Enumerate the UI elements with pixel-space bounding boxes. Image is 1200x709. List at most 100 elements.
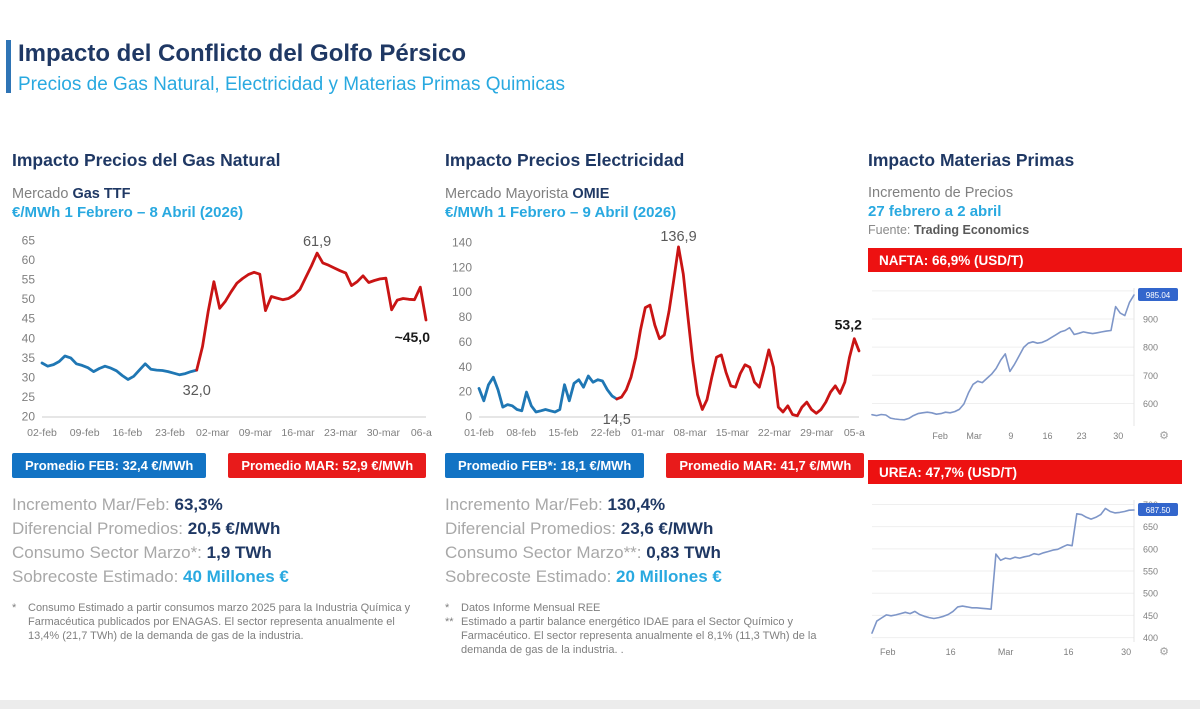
gas-market-prefix: Mercado [12, 186, 73, 202]
commodities-panel: Impacto Materias Primas Incremento de Pr… [868, 150, 1182, 662]
elec-stat-overcost: Sobrecoste Estimado: 20 Millones € [445, 567, 722, 587]
svg-text:30-mar: 30-mar [367, 427, 401, 439]
svg-text:~45,0: ~45,0 [395, 329, 431, 345]
svg-text:45: 45 [22, 312, 36, 326]
mats-subtitle: Incremento de Precios [868, 185, 1014, 201]
nafta-banner: NAFTA: 66,9% (USD/T) [868, 248, 1182, 272]
svg-text:09-feb: 09-feb [70, 427, 100, 439]
svg-text:16: 16 [1063, 647, 1073, 657]
svg-text:20: 20 [22, 410, 36, 424]
svg-text:20: 20 [459, 385, 473, 399]
svg-text:30: 30 [22, 370, 36, 384]
elec-badges: Promedio FEB*: 18,1 €/MWh Promedio MAR: … [445, 453, 867, 478]
svg-text:0: 0 [465, 410, 472, 424]
gas-stat-differential: Diferencial Promedios: 20,5 €/MWh [12, 519, 281, 539]
svg-text:700: 700 [1143, 371, 1158, 381]
svg-text:15-mar: 15-mar [716, 427, 750, 439]
svg-text:80: 80 [459, 310, 473, 324]
svg-text:30: 30 [1121, 647, 1131, 657]
svg-text:40: 40 [459, 360, 473, 374]
gas-badges: Promedio FEB: 32,4 €/MWh Promedio MAR: 5… [12, 453, 434, 478]
svg-text:05-abr: 05-abr [844, 427, 865, 439]
svg-text:Feb: Feb [880, 647, 896, 657]
bottom-strip [0, 700, 1200, 709]
svg-text:35: 35 [22, 351, 36, 365]
gas-section-title: Impacto Precios del Gas Natural [12, 150, 281, 170]
title-accent-bar [6, 40, 11, 93]
gas-feb-average-badge: Promedio FEB: 32,4 €/MWh [12, 453, 207, 478]
svg-text:985.04: 985.04 [1146, 291, 1171, 300]
svg-text:23: 23 [1077, 431, 1087, 441]
svg-text:55: 55 [22, 273, 36, 287]
mats-source-prefix: Fuente: [868, 223, 914, 237]
svg-text:08-mar: 08-mar [673, 427, 707, 439]
elec-stat-consumption: Consumo Sector Marzo**: 0,83 TWh [445, 543, 721, 563]
svg-text:Mar: Mar [966, 431, 982, 441]
settings-gear-icon: ⚙ [1159, 646, 1169, 658]
svg-text:650: 650 [1143, 522, 1158, 532]
svg-text:40: 40 [22, 331, 36, 345]
elec-feb-average-badge: Promedio FEB*: 18,1 €/MWh [445, 453, 645, 478]
mats-section-title: Impacto Materias Primas [868, 150, 1075, 170]
elec-market-prefix: Mercado Mayorista [445, 186, 573, 202]
svg-text:01-mar: 01-mar [631, 427, 665, 439]
elec-market-name: OMIE [572, 186, 610, 202]
svg-text:9: 9 [1008, 431, 1013, 441]
elec-period: €/MWh 1 Febrero – 9 Abril (2026) [445, 204, 677, 221]
gas-mar-average-badge: Promedio MAR: 52,9 €/MWh [228, 453, 427, 478]
svg-text:06-abr: 06-abr [411, 427, 432, 439]
nafta-chart: 6007008009001000FebMar9162330985.04⚙ [871, 286, 1178, 442]
svg-text:08-feb: 08-feb [506, 427, 536, 439]
svg-text:500: 500 [1143, 589, 1158, 599]
gas-stat-consumption: Consumo Sector Marzo*: 1,9 TWh [12, 543, 272, 563]
gas-ttf-chart: 20 25 30 35 40 45 50 55 60 65 02-feb 09-feb 16-feb 23… [22, 234, 432, 440]
gas-footnote-row: * Consumo Estimado a partir consumos mar… [12, 601, 411, 643]
svg-text:22-mar: 22-mar [758, 427, 792, 439]
mats-source-name: Trading Economics [913, 223, 1030, 237]
gas-stat-overcost: Sobrecoste Estimado: 40 Millones € [12, 567, 289, 587]
svg-text:16-mar: 16-mar [281, 427, 315, 439]
gas-stat-increment: Incremento Mar/Feb: 63,3% [12, 495, 223, 514]
svg-text:29-mar: 29-mar [800, 427, 834, 439]
svg-text:100: 100 [452, 285, 472, 299]
elec-section-title: Impacto Precios Electricidad [445, 150, 685, 170]
svg-text:400: 400 [1143, 633, 1158, 643]
elec-footnote: * Datos Informe Mensual REE ** Estimado … [445, 601, 845, 658]
svg-text:136,9: 136,9 [660, 229, 696, 245]
svg-text:60: 60 [459, 335, 473, 349]
svg-text:600: 600 [1143, 399, 1158, 409]
omie-chart: 0 20 40 60 80 100 120 140 01-feb 08-feb 15-feb 22-f… [452, 229, 865, 439]
svg-text:687.50: 687.50 [1146, 506, 1171, 515]
svg-text:53,2: 53,2 [835, 317, 862, 333]
svg-text:800: 800 [1143, 343, 1158, 353]
elec-footnote-row-1: * Datos Informe Mensual REE [445, 601, 601, 614]
elec-stats: Incremento Mar/Feb: 130,4% Diferencial P… [445, 493, 867, 590]
electricity-panel: Impacto Precios Electricidad Mercado May… [445, 150, 867, 658]
urea-chart: 400450500550600650700Feb16Mar1630687.50⚙ [871, 500, 1178, 658]
svg-text:61,9: 61,9 [303, 234, 331, 250]
svg-text:30: 30 [1113, 431, 1123, 441]
page-subtitle: Precios de Gas Natural, Electricidad y M… [18, 74, 565, 95]
svg-text:16: 16 [946, 647, 956, 657]
svg-text:16: 16 [1043, 431, 1053, 441]
svg-text:15-feb: 15-feb [549, 427, 579, 439]
svg-text:25: 25 [22, 390, 36, 404]
svg-text:09-mar: 09-mar [239, 427, 273, 439]
elec-market-line: Mercado Mayorista OMIE [445, 186, 867, 202]
gas-stats: Incremento Mar/Feb: 63,3% Diferencial Pr… [12, 493, 434, 590]
svg-text:900: 900 [1143, 314, 1158, 324]
elec-mar-average-badge: Promedio MAR: 41,7 €/MWh [666, 453, 865, 478]
gas-panel: Impacto Precios del Gas Natural Mercado … [12, 150, 434, 643]
gas-market-name: Gas TTF [72, 186, 131, 202]
page-title: Impacto del Conflicto del Golfo Pérsico [18, 40, 467, 67]
gas-period: €/MWh 1 Febrero – 8 Abril (2026) [12, 204, 244, 221]
svg-text:32,0: 32,0 [183, 383, 211, 399]
svg-text:14,5: 14,5 [603, 412, 631, 428]
svg-text:Mar: Mar [998, 647, 1014, 657]
svg-text:140: 140 [452, 236, 472, 250]
svg-text:Feb: Feb [932, 431, 948, 441]
svg-text:600: 600 [1143, 544, 1158, 554]
urea-banner: UREA: 47,7% (USD/T) [868, 460, 1182, 484]
mats-period: 27 febrero a 2 abril [868, 203, 1002, 220]
gas-footnote: * Consumo Estimado a partir consumos mar… [12, 601, 412, 644]
